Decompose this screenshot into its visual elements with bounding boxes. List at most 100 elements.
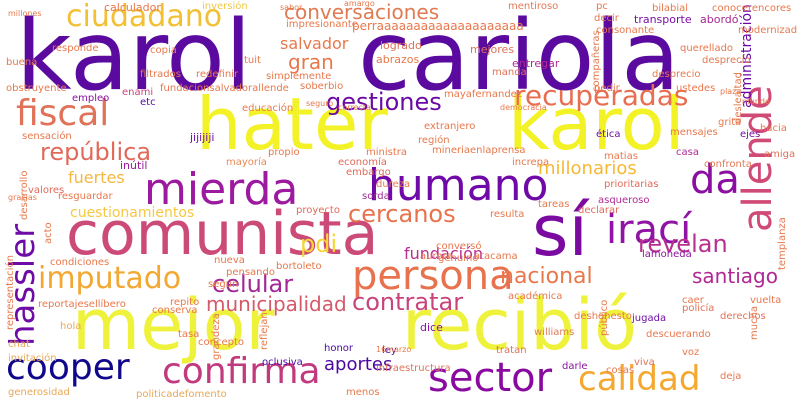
word-gran: gran	[288, 50, 334, 74]
word-propio: propio	[268, 147, 300, 158]
word-pc: pc	[596, 1, 608, 12]
word-sabor: sabor	[280, 3, 303, 12]
word-grita: grita	[718, 117, 742, 128]
word-gracias: gracias	[8, 193, 37, 202]
word-amargo: amargo	[344, 0, 375, 8]
word-persona: persona	[352, 253, 514, 299]
word-dice: dice	[420, 321, 443, 334]
word-responde: responde	[52, 43, 99, 54]
word-nueva: nueva	[214, 255, 245, 266]
word-karol-2: karol	[508, 82, 685, 166]
word-mineriaenlaprensa: mineriaenlaprensa	[432, 145, 526, 156]
word-resulta: resulta	[490, 209, 525, 220]
word-acto: acto	[43, 222, 54, 244]
word-millones: millones	[8, 9, 42, 18]
word-sensacion: sensación	[22, 131, 72, 142]
word-pensando: pensando	[226, 267, 275, 278]
word-bortoleto: bortoleto	[276, 261, 322, 272]
word-mejores: mejores	[470, 43, 515, 56]
word-academica: académica	[508, 291, 563, 302]
word-pedir: pedir	[594, 83, 620, 94]
word-abordo: abordó	[700, 13, 739, 26]
word-da: da	[690, 157, 740, 203]
word-templanza: templanza	[777, 217, 788, 270]
word-ustedes: ustedes	[676, 83, 716, 94]
word-cuestionamientos: cuestionamientos	[70, 205, 195, 221]
word-confirma: confirma	[162, 351, 321, 392]
word-modernizad: modernizad	[738, 25, 798, 36]
word-copia: copia	[150, 45, 177, 56]
word-tareas: tareas	[538, 199, 570, 210]
word-prioritarias: prioritarias	[604, 179, 659, 190]
word-amiga: amiga	[764, 149, 796, 160]
word-humano: humano	[368, 160, 549, 211]
word-hacia: hacia	[760, 123, 787, 134]
word-buena: buena	[6, 57, 38, 68]
word-embargo: embargo	[346, 167, 391, 178]
word-nacional: nacional	[500, 264, 593, 289]
word-honor: honor	[324, 343, 354, 354]
word-empleo: empleo	[72, 93, 110, 104]
word-atacama: atacama	[474, 251, 518, 262]
word-representacion: representación	[5, 255, 16, 330]
word-educacion: educación	[242, 103, 294, 114]
word-confronta: confronta	[704, 159, 752, 170]
word-repito: repito	[170, 297, 200, 308]
word-inutil: inútil	[120, 159, 148, 172]
word-ley: ley	[382, 345, 397, 356]
word-karol: karol	[16, 0, 252, 112]
word-dureza: dureza	[376, 179, 411, 190]
word-cosas: cosas	[606, 365, 635, 376]
word-fundacionsalvadorallende: fundacionsalvadorallende	[160, 83, 289, 94]
word-region: región	[418, 135, 450, 146]
word-transporte: transporte	[634, 13, 692, 26]
word-simplemente: simplemente	[266, 71, 332, 82]
word-conversaciones: conversaciones	[284, 0, 440, 24]
word-derechos: derechos	[720, 311, 766, 322]
word-jijijiji: jijijiji	[190, 131, 215, 144]
word-fiscal: fiscal	[16, 93, 110, 134]
word-mejor: mejor	[72, 284, 275, 366]
word-correcta: correcta	[338, 103, 371, 112]
word-recuperadas: recuperadas	[514, 79, 689, 112]
word-viva: viva	[634, 357, 655, 368]
word-si: sí	[532, 190, 588, 272]
word-calculador: calculador	[104, 1, 161, 14]
word-mentiroso: mentiroso	[508, 1, 559, 12]
word-generosidad: generosidad	[8, 387, 70, 398]
word-salvador: salvador	[280, 34, 349, 53]
word-mierda: mierda	[144, 164, 299, 215]
word-ejes: ejes	[740, 129, 761, 140]
word-impresionante: impresionante	[286, 19, 358, 30]
word-tuit: tuit	[244, 55, 261, 66]
word-mayafernandez: mayafernandez	[444, 89, 523, 100]
word-ciudadano: ciudadano	[66, 0, 223, 34]
word-enami: enami	[122, 87, 154, 98]
word-inversion: inversión	[202, 1, 248, 12]
word-manda: manda	[492, 67, 527, 78]
word-condiciones: condiciones	[50, 257, 110, 268]
word-etc: etc	[140, 97, 156, 108]
word-sector: sector	[428, 355, 553, 400]
word-cooper: cooper	[6, 347, 130, 388]
word-segun: según	[208, 279, 239, 290]
word-mucha: mucha	[749, 305, 760, 340]
word-hola: hola	[60, 321, 82, 332]
word-politicadefomento: politicadefomento	[136, 389, 227, 400]
word-seguro: seguro	[306, 99, 334, 108]
word-grandeza: grandeza	[211, 313, 222, 360]
word-entregar: entregar	[512, 57, 560, 70]
word-oclusiva: oclusiva	[262, 357, 303, 368]
word-increpa: increpa	[512, 157, 550, 168]
word-hater: hater	[196, 82, 388, 166]
word-16marzo: 16marzo	[376, 345, 412, 354]
word-soberbio: soberbio	[300, 81, 344, 92]
word-jugada: jugada	[632, 313, 667, 324]
word-mayoria: mayoría	[226, 157, 267, 168]
word-reflejan: reflejan	[259, 312, 270, 350]
word-asqueroso: asqueroso	[598, 195, 650, 206]
word-comunista: comunista	[66, 199, 379, 269]
word-deshonesto: deshonesto	[574, 311, 632, 322]
word-cercanos: cercanos	[348, 200, 456, 228]
word-darle: darle	[562, 361, 588, 372]
